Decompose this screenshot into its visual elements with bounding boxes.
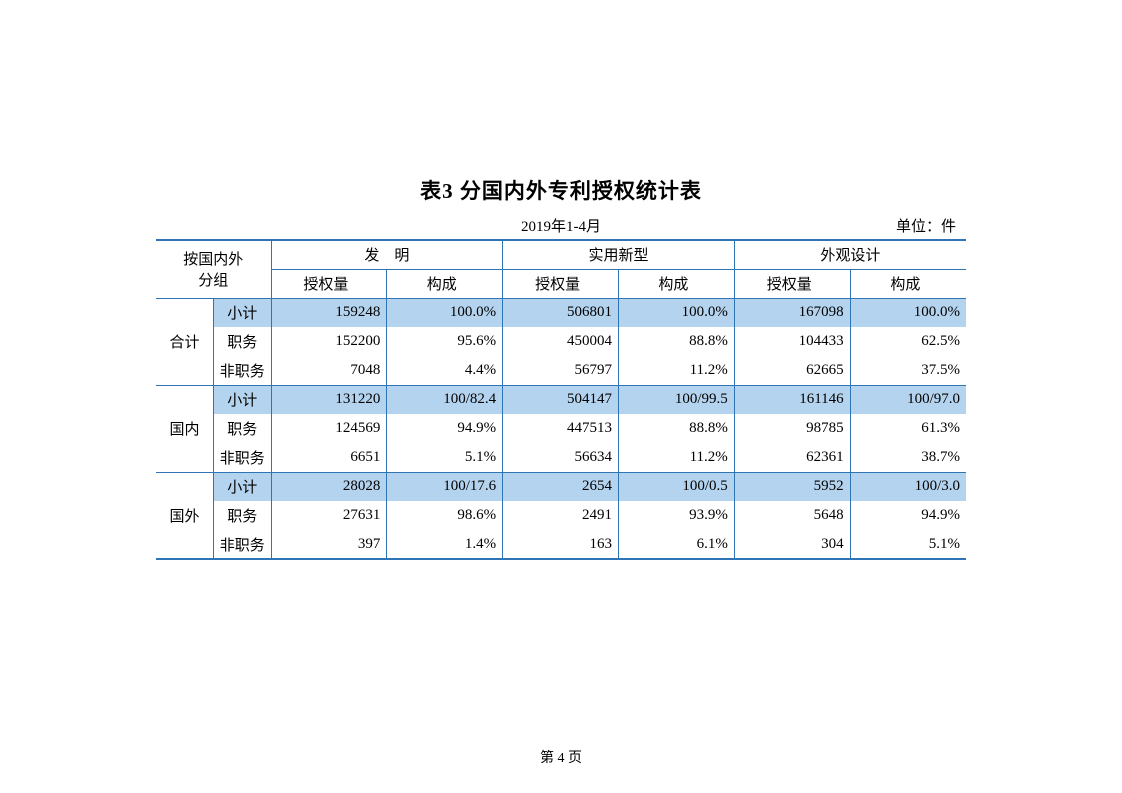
cell-value: 100/99.5 xyxy=(618,385,734,414)
cell-value: 11.2% xyxy=(618,356,734,385)
cell-value: 56797 xyxy=(503,356,619,385)
cell-value: 167098 xyxy=(734,298,850,327)
cell-value: 100/17.6 xyxy=(387,472,503,501)
cell-value: 163 xyxy=(503,530,619,559)
cell-value: 131220 xyxy=(271,385,387,414)
cell-value: 124569 xyxy=(271,414,387,443)
cell-value: 56634 xyxy=(503,443,619,472)
cell-value: 98785 xyxy=(734,414,850,443)
header-sub-amt-2: 授权量 xyxy=(503,269,619,298)
row-label: 非职务 xyxy=(214,530,272,559)
cell-value: 100/3.0 xyxy=(850,472,966,501)
table-row: 合计小计159248100.0%506801100.0%167098100.0% xyxy=(156,298,966,327)
cell-value: 5952 xyxy=(734,472,850,501)
cell-value: 98.6% xyxy=(387,501,503,530)
cell-value: 11.2% xyxy=(618,443,734,472)
cell-value: 447513 xyxy=(503,414,619,443)
page-number: 第 4 页 xyxy=(0,747,1122,767)
table-row: 职务12456994.9%44751388.8%9878561.3% xyxy=(156,414,966,443)
row-label: 非职务 xyxy=(214,356,272,385)
header-sub-amt-3: 授权量 xyxy=(734,269,850,298)
cell-value: 93.9% xyxy=(618,501,734,530)
header-sub-pct-2: 构成 xyxy=(618,269,734,298)
table-row: 非职务70484.4%5679711.2%6266537.5% xyxy=(156,356,966,385)
row-label: 小计 xyxy=(214,472,272,501)
header-sub-amt-1: 授权量 xyxy=(271,269,387,298)
cell-value: 304 xyxy=(734,530,850,559)
cell-value: 2654 xyxy=(503,472,619,501)
table-row: 国外小计28028100/17.62654100/0.55952100/3.0 xyxy=(156,472,966,501)
row-label: 职务 xyxy=(214,501,272,530)
header-group-line2: 分组 xyxy=(156,269,271,290)
row-label: 职务 xyxy=(214,327,272,356)
cell-value: 6.1% xyxy=(618,530,734,559)
group-name: 国外 xyxy=(156,472,214,559)
cell-value: 100.0% xyxy=(618,298,734,327)
cell-value: 397 xyxy=(271,530,387,559)
header-sub-pct-3: 构成 xyxy=(850,269,966,298)
cell-value: 504147 xyxy=(503,385,619,414)
cell-value: 28028 xyxy=(271,472,387,501)
cell-value: 1.4% xyxy=(387,530,503,559)
group-name: 合计 xyxy=(156,298,214,385)
row-label: 小计 xyxy=(214,298,272,327)
table-row: 非职务3971.4%1636.1%3045.1% xyxy=(156,530,966,559)
cell-value: 104433 xyxy=(734,327,850,356)
cell-value: 100/97.0 xyxy=(850,385,966,414)
unit-label: 单位：件 xyxy=(896,215,956,236)
patent-grant-table: 按国内外 分组 发 明 实用新型 外观设计 授权量 构成 授权量 构成 授权量 … xyxy=(156,239,966,560)
cell-value: 100.0% xyxy=(387,298,503,327)
cell-value: 27631 xyxy=(271,501,387,530)
cell-value: 100/82.4 xyxy=(387,385,503,414)
cell-value: 37.5% xyxy=(850,356,966,385)
header-cat-design: 外观设计 xyxy=(734,240,966,269)
row-label: 小计 xyxy=(214,385,272,414)
cell-value: 159248 xyxy=(271,298,387,327)
cell-value: 450004 xyxy=(503,327,619,356)
cell-value: 5.1% xyxy=(387,443,503,472)
header-group-line1: 按国内外 xyxy=(156,248,271,269)
period-label: 2019年1-4月 xyxy=(521,215,601,236)
cell-value: 4.4% xyxy=(387,356,503,385)
cell-value: 62.5% xyxy=(850,327,966,356)
cell-value: 161146 xyxy=(734,385,850,414)
cell-value: 88.8% xyxy=(618,414,734,443)
cell-value: 61.3% xyxy=(850,414,966,443)
cell-value: 506801 xyxy=(503,298,619,327)
cell-value: 38.7% xyxy=(850,443,966,472)
cell-value: 152200 xyxy=(271,327,387,356)
cell-value: 95.6% xyxy=(387,327,503,356)
row-label: 职务 xyxy=(214,414,272,443)
table-row: 非职务66515.1%5663411.2%6236138.7% xyxy=(156,443,966,472)
table-title: 表3 分国内外专利授权统计表 xyxy=(0,175,1122,205)
cell-value: 5648 xyxy=(734,501,850,530)
table-row: 职务2763198.6%249193.9%564894.9% xyxy=(156,501,966,530)
cell-value: 2491 xyxy=(503,501,619,530)
group-name: 国内 xyxy=(156,385,214,472)
header-sub-pct-1: 构成 xyxy=(387,269,503,298)
cell-value: 62361 xyxy=(734,443,850,472)
header-cat-invention: 发 明 xyxy=(271,240,503,269)
cell-value: 94.9% xyxy=(850,501,966,530)
row-label: 非职务 xyxy=(214,443,272,472)
cell-value: 62665 xyxy=(734,356,850,385)
cell-value: 7048 xyxy=(271,356,387,385)
cell-value: 88.8% xyxy=(618,327,734,356)
cell-value: 100.0% xyxy=(850,298,966,327)
table-row: 职务15220095.6%45000488.8%10443362.5% xyxy=(156,327,966,356)
cell-value: 6651 xyxy=(271,443,387,472)
header-cat-utility: 实用新型 xyxy=(503,240,735,269)
cell-value: 100/0.5 xyxy=(618,472,734,501)
cell-value: 5.1% xyxy=(850,530,966,559)
table-row: 国内小计131220100/82.4504147100/99.516114610… xyxy=(156,385,966,414)
cell-value: 94.9% xyxy=(387,414,503,443)
